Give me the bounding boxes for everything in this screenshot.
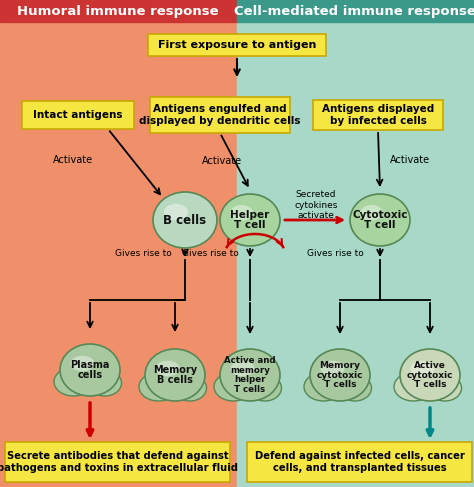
- FancyBboxPatch shape: [247, 442, 473, 482]
- Text: Active
cytotoxic
T cells: Active cytotoxic T cells: [407, 361, 453, 389]
- FancyBboxPatch shape: [6, 442, 230, 482]
- Text: Gives rise to: Gives rise to: [115, 249, 172, 259]
- Text: Cytotoxic
T cell: Cytotoxic T cell: [352, 209, 408, 230]
- Ellipse shape: [230, 205, 253, 221]
- FancyBboxPatch shape: [313, 100, 443, 130]
- Ellipse shape: [248, 375, 282, 401]
- Ellipse shape: [155, 361, 180, 376]
- Ellipse shape: [360, 205, 383, 221]
- Ellipse shape: [153, 192, 217, 248]
- FancyBboxPatch shape: [150, 97, 290, 133]
- Text: Antigens engulfed and
displayed by dendritic cells: Antigens engulfed and displayed by dendr…: [139, 104, 301, 126]
- Ellipse shape: [54, 367, 93, 396]
- Ellipse shape: [60, 344, 120, 396]
- Bar: [0, 22, 237, 487]
- Ellipse shape: [173, 375, 207, 401]
- Ellipse shape: [139, 373, 178, 401]
- Ellipse shape: [230, 361, 255, 376]
- Bar: [237, 22, 474, 487]
- Ellipse shape: [145, 349, 205, 401]
- Ellipse shape: [338, 375, 372, 401]
- FancyBboxPatch shape: [22, 101, 134, 129]
- Text: Activate: Activate: [202, 156, 242, 166]
- Text: Antigens displayed
by infected cells: Antigens displayed by infected cells: [322, 104, 434, 126]
- Ellipse shape: [89, 370, 121, 396]
- Text: Intact antigens: Intact antigens: [33, 110, 123, 120]
- Text: Gives rise to: Gives rise to: [307, 248, 364, 258]
- Bar: [0, 0, 237, 22]
- Ellipse shape: [394, 373, 433, 401]
- Ellipse shape: [320, 361, 345, 376]
- Ellipse shape: [310, 349, 370, 401]
- Ellipse shape: [71, 356, 94, 371]
- Bar: [237, 0, 474, 22]
- Text: Active and
memory
helper
T cells: Active and memory helper T cells: [224, 356, 276, 394]
- Ellipse shape: [428, 375, 462, 401]
- Text: Humoral immune response: Humoral immune response: [17, 4, 219, 18]
- Ellipse shape: [350, 194, 410, 246]
- Text: First exposure to antigen: First exposure to antigen: [158, 40, 316, 50]
- Ellipse shape: [220, 194, 280, 246]
- Ellipse shape: [220, 349, 280, 401]
- Text: Gives rise to: Gives rise to: [182, 248, 238, 258]
- Text: Secreted
cytokines
activate: Secreted cytokines activate: [294, 190, 337, 220]
- Text: Cell-mediated immune response: Cell-mediated immune response: [234, 4, 474, 18]
- Text: Plasma
cells: Plasma cells: [70, 359, 109, 380]
- Text: Secrete antibodies that defend against
pathogens and toxins in extracellular flu: Secrete antibodies that defend against p…: [0, 451, 238, 473]
- Ellipse shape: [304, 373, 343, 401]
- Ellipse shape: [400, 349, 460, 401]
- Text: Memory
B cells: Memory B cells: [153, 365, 197, 385]
- Ellipse shape: [164, 204, 188, 221]
- Text: Defend against infected cells, cancer
cells, and transplanted tissues: Defend against infected cells, cancer ce…: [255, 451, 465, 473]
- Text: Memory
cytotoxic
T cells: Memory cytotoxic T cells: [317, 361, 363, 389]
- FancyBboxPatch shape: [148, 34, 326, 56]
- Text: Helper
T cell: Helper T cell: [230, 209, 270, 230]
- Ellipse shape: [410, 361, 435, 376]
- Text: B cells: B cells: [164, 213, 207, 226]
- Ellipse shape: [214, 373, 253, 401]
- Text: Activate: Activate: [390, 155, 430, 165]
- Text: Activate: Activate: [53, 155, 93, 165]
